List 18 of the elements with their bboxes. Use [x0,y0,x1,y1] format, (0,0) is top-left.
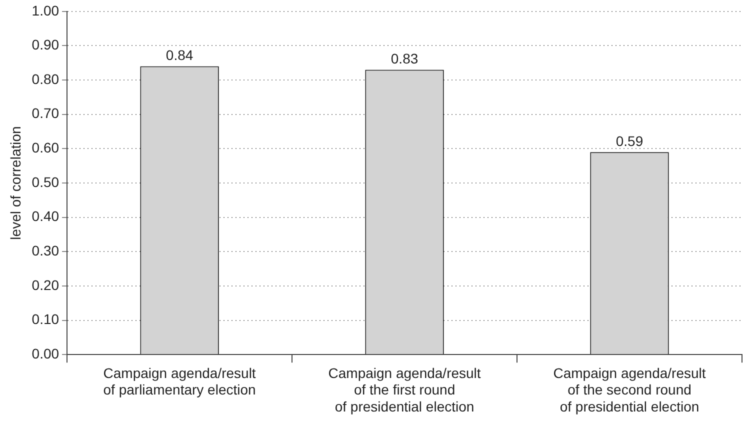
y-tick-label: 0.30 [32,242,60,258]
x-tick-label: Campaign agenda/result of the first round of presidential election [328,364,481,414]
y-tick-label: 0.50 [32,174,60,190]
y-tick-label: 0.60 [32,140,60,156]
y-tick-label: 0.10 [32,311,60,328]
data-label: 0.84 [166,47,194,64]
data-label: 0.83 [390,50,418,67]
y-axis-title: level of correlation [7,126,24,240]
x-tick-label: Campaign agenda/result of the second round of presidential election [553,364,706,414]
data-label: 0.59 [616,132,644,149]
y-tick-label: 1.00 [32,2,60,18]
y-tick-label: 0.00 [32,345,60,362]
x-tick-label: Campaign agenda/result of parliamentary election [103,364,256,398]
y-tick-label: 0.70 [32,105,60,122]
y-tick-label: 0.80 [32,70,60,87]
y-tick-label: 0.20 [32,276,60,293]
y-tick-label: 0.40 [32,208,60,224]
y-tick-label: 0.90 [32,36,60,53]
